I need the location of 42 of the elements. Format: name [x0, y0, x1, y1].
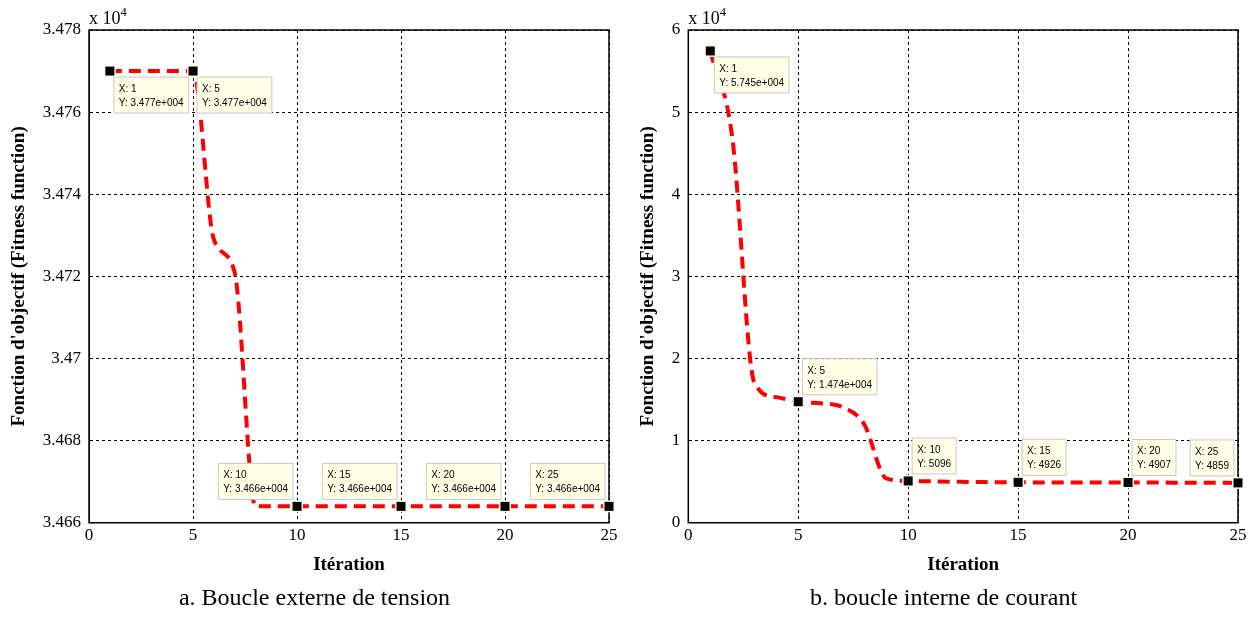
x-tick-label: 25	[600, 525, 618, 545]
y-axis-title: Fonction d'objectif (Fitness function)	[636, 126, 659, 427]
y-tick-label: 1	[671, 430, 681, 450]
annotation: X: 15 Y: 3.466e+004	[327, 469, 393, 495]
x-axis-title: Itération	[927, 552, 1000, 574]
x-tick-label: 5	[188, 525, 198, 545]
x-tick-label: 20	[1119, 525, 1137, 545]
y-tick-label: 3.474	[42, 183, 82, 203]
annotation: X: 20 Y: 4907	[1137, 445, 1172, 471]
annotation: X: 1 Y: 5.745e+004	[719, 62, 785, 88]
annotation: X: 20 Y: 3.466e+004	[431, 469, 497, 495]
x-tick-label: 5	[793, 525, 803, 545]
x-tick-label: 15	[1009, 525, 1027, 545]
y-tick-label: 3.478	[42, 19, 82, 39]
x-tick-label: 25	[1229, 525, 1247, 545]
x-tick-label: 15	[392, 525, 410, 545]
annotation: X: 15 Y: 4926	[1027, 445, 1062, 471]
annotation: X: 10 Y: 3.466e+004	[223, 469, 289, 495]
x-tick-label: 20	[496, 525, 514, 545]
y-tick-label: 6	[671, 19, 681, 39]
annotation: X: 1 Y: 3.477e+004	[118, 83, 185, 109]
annotation: X: 5 Y: 3.477e+004	[202, 83, 268, 109]
x-axis-title: Itération	[313, 552, 386, 574]
x-tick-label: 10	[288, 525, 306, 545]
annotation: X: 25 Y: 4859	[1195, 445, 1230, 471]
y-tick-label: 3.466	[42, 512, 82, 532]
y-axis-title: Fonction d'objectif (Fitness function)	[7, 126, 30, 427]
y-tick-label: 0	[671, 512, 681, 532]
y-tick-label: 3	[671, 265, 681, 285]
text: b. boucle interne de courant	[808, 584, 1079, 611]
annotation: X: 25 Y: 3.466e+004	[535, 469, 601, 495]
y-tick-label: 3.468	[42, 430, 82, 450]
y-tick-label: 5	[671, 101, 681, 121]
y-tick-label: 3.47	[51, 348, 82, 367]
y-tick-label: 4	[671, 183, 681, 203]
y-tick-label: 3.476	[42, 101, 82, 121]
y-tick-label: 3.472	[42, 265, 82, 285]
text: a. Boucle externe de tension	[177, 584, 452, 611]
x-tick-label: 10	[899, 525, 917, 545]
annotation: X: 10 Y: 5096	[917, 443, 952, 469]
y-tick-label: 2	[671, 348, 681, 367]
annotation: X: 5 Y: 1.474e+004	[807, 364, 873, 390]
